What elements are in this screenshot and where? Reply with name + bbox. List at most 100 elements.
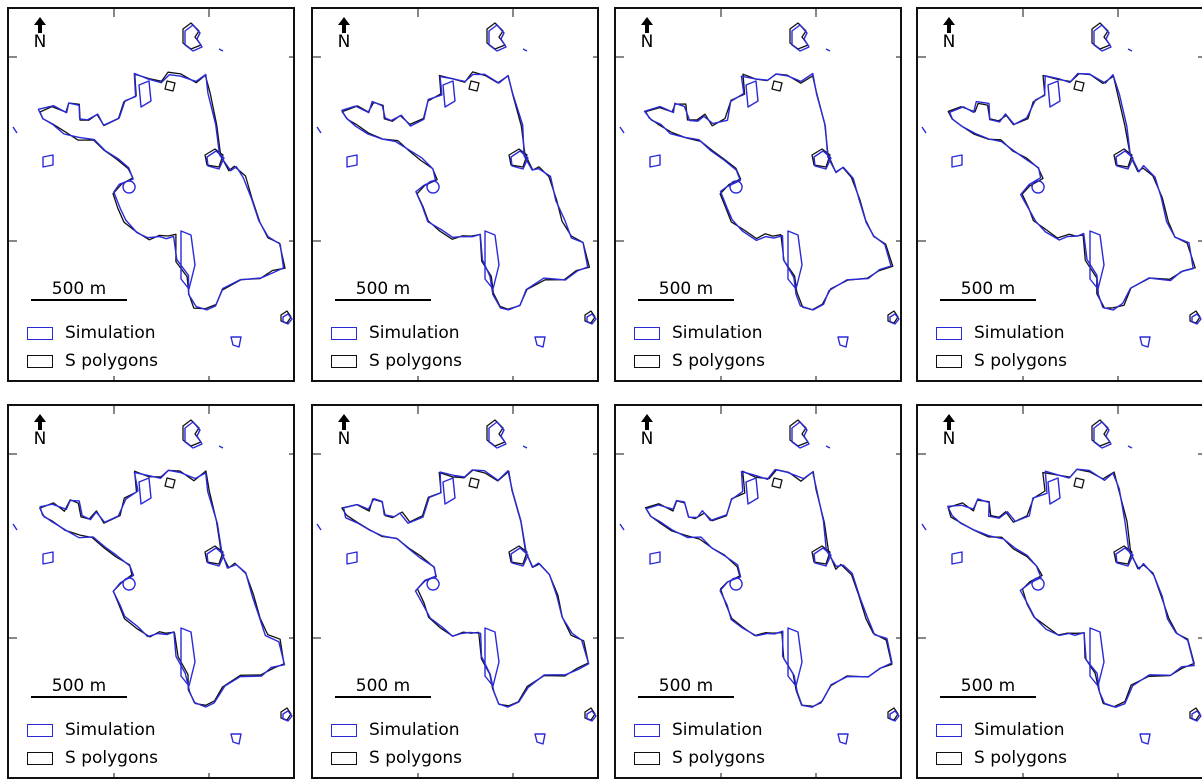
scale-bar-line	[940, 696, 1036, 698]
simulation-polygon-north	[218, 445, 224, 449]
scale-bar-label: 500 m	[51, 676, 107, 696]
legend-swatch-simulation	[936, 723, 962, 737]
simulation-polygon-main	[37, 72, 285, 311]
legend-label-simulation: Simulation	[974, 323, 1065, 343]
s-polygon-main	[39, 469, 285, 706]
simulation-polygon-north	[1127, 48, 1133, 52]
north-label: N	[942, 32, 956, 52]
simulation-polygon-main	[343, 469, 590, 708]
legend-swatch-simulation	[27, 723, 53, 737]
s-polygon-islet	[280, 310, 292, 324]
s-polygon-lake	[508, 148, 528, 168]
legend-swatch-s-polygons	[331, 354, 357, 368]
simulation-polygon-island	[488, 24, 507, 52]
simulation-polygon-inner-1	[1047, 477, 1061, 505]
s-polygon-lake	[204, 148, 224, 168]
simulation-polygon-island	[1093, 421, 1112, 449]
s-polygon-lake	[1113, 545, 1133, 565]
simulation-polygon-lake	[206, 150, 225, 170]
scale-bar-line	[335, 299, 431, 301]
legend: Simulation S polygons	[634, 319, 765, 375]
north-arrow: N	[25, 17, 55, 51]
legend-item-s-polygons: S polygons	[331, 347, 462, 375]
simulation-layer	[316, 24, 597, 348]
north-arrow-icon	[34, 414, 46, 430]
scale-bar-label: 500 m	[658, 279, 714, 299]
legend-item-s-polygons: S polygons	[634, 744, 765, 772]
simulation-polygon-islet-2	[1139, 733, 1151, 745]
legend-item-s-polygons: S polygons	[27, 744, 158, 772]
simulation-polygon-west	[346, 154, 358, 168]
scale-bar-label: 500 m	[960, 279, 1016, 299]
simulation-polygon-north	[1127, 445, 1133, 449]
legend-label-s-polygons: S polygons	[369, 748, 462, 768]
simulation-polygon-inner-3	[729, 180, 743, 194]
s-polygon-islet	[280, 707, 292, 721]
legend-label-s-polygons: S polygons	[672, 351, 765, 371]
north-arrow: N	[329, 414, 359, 448]
simulation-polygon-north	[522, 445, 528, 449]
simulation-polygon-island	[791, 24, 810, 52]
simulation-polygon-inner-1	[745, 477, 759, 505]
simulation-polygon-inner-1	[138, 80, 152, 108]
simulation-polygon-edge	[12, 126, 18, 134]
simulation-polygon-lake	[1115, 547, 1134, 567]
legend-swatch-s-polygons	[331, 751, 357, 765]
legend-swatch-simulation	[634, 723, 660, 737]
map-canvas	[616, 406, 900, 777]
s-polygon-islet	[887, 707, 899, 721]
legend: Simulation S polygons	[331, 716, 462, 772]
s-polygon-lake	[508, 545, 528, 565]
simulation-polygon-north	[522, 48, 528, 52]
simulation-polygon-inner-1	[745, 80, 759, 108]
axis-ticks	[918, 406, 1202, 777]
scale-bar-label: 500 m	[355, 279, 411, 299]
simulation-polygon-inner-2	[484, 230, 500, 290]
simulation-polygon-islet-2	[837, 733, 849, 745]
north-arrow-icon	[34, 17, 46, 33]
simulation-polygon-inner-2	[180, 230, 196, 290]
scale-bar: 500 m	[333, 279, 433, 301]
s-polygon-main	[341, 71, 591, 310]
axis-ticks	[918, 9, 1202, 380]
north-label: N	[640, 32, 654, 52]
map-canvas	[918, 9, 1202, 380]
simulation-polygon-main	[947, 468, 1195, 708]
s-polygons-layer	[645, 22, 899, 324]
simulation-polygon-main	[643, 72, 892, 311]
s-polygon-islet	[1189, 707, 1201, 721]
scale-bar: 500 m	[636, 279, 736, 301]
legend-swatch-simulation	[634, 326, 660, 340]
simulation-polygon-north	[825, 445, 831, 449]
s-polygon-small	[771, 80, 783, 92]
scale-bar-line	[638, 299, 734, 301]
map-panel-7: N 500 m Simulation S polygons	[614, 404, 902, 779]
s-polygon-islet	[1189, 310, 1201, 324]
legend-swatch-simulation	[936, 326, 962, 340]
simulation-layer	[316, 421, 597, 745]
scale-bar-line	[638, 696, 734, 698]
legend-swatch-s-polygons	[27, 751, 53, 765]
map-panel-6: N 500 m Simulation S polygons	[311, 404, 599, 779]
simulation-polygon-north	[825, 48, 831, 52]
s-polygons-layer	[644, 419, 899, 721]
simulation-polygon-edge	[921, 523, 927, 531]
simulation-polygon-inner-3	[729, 577, 743, 591]
simulation-polygon-main	[341, 73, 589, 311]
scale-bar-line	[31, 299, 127, 301]
simulation-polygon-islet-2	[1139, 336, 1151, 348]
north-arrow-icon	[641, 17, 653, 33]
simulation-polygon-islet-2	[230, 336, 242, 348]
axis-ticks	[616, 9, 900, 380]
north-arrow: N	[934, 414, 964, 448]
simulation-polygon-inner-2	[180, 627, 196, 687]
legend-item-simulation: Simulation	[936, 716, 1067, 744]
simulation-polygon-inner-3	[426, 180, 440, 194]
s-polygon-small	[468, 477, 480, 489]
north-label: N	[942, 429, 956, 449]
s-polygon-main	[947, 73, 1196, 309]
map-canvas	[616, 9, 900, 380]
simulation-polygon-islet-2	[230, 733, 242, 745]
simulation-polygon-inner-1	[1047, 80, 1061, 108]
